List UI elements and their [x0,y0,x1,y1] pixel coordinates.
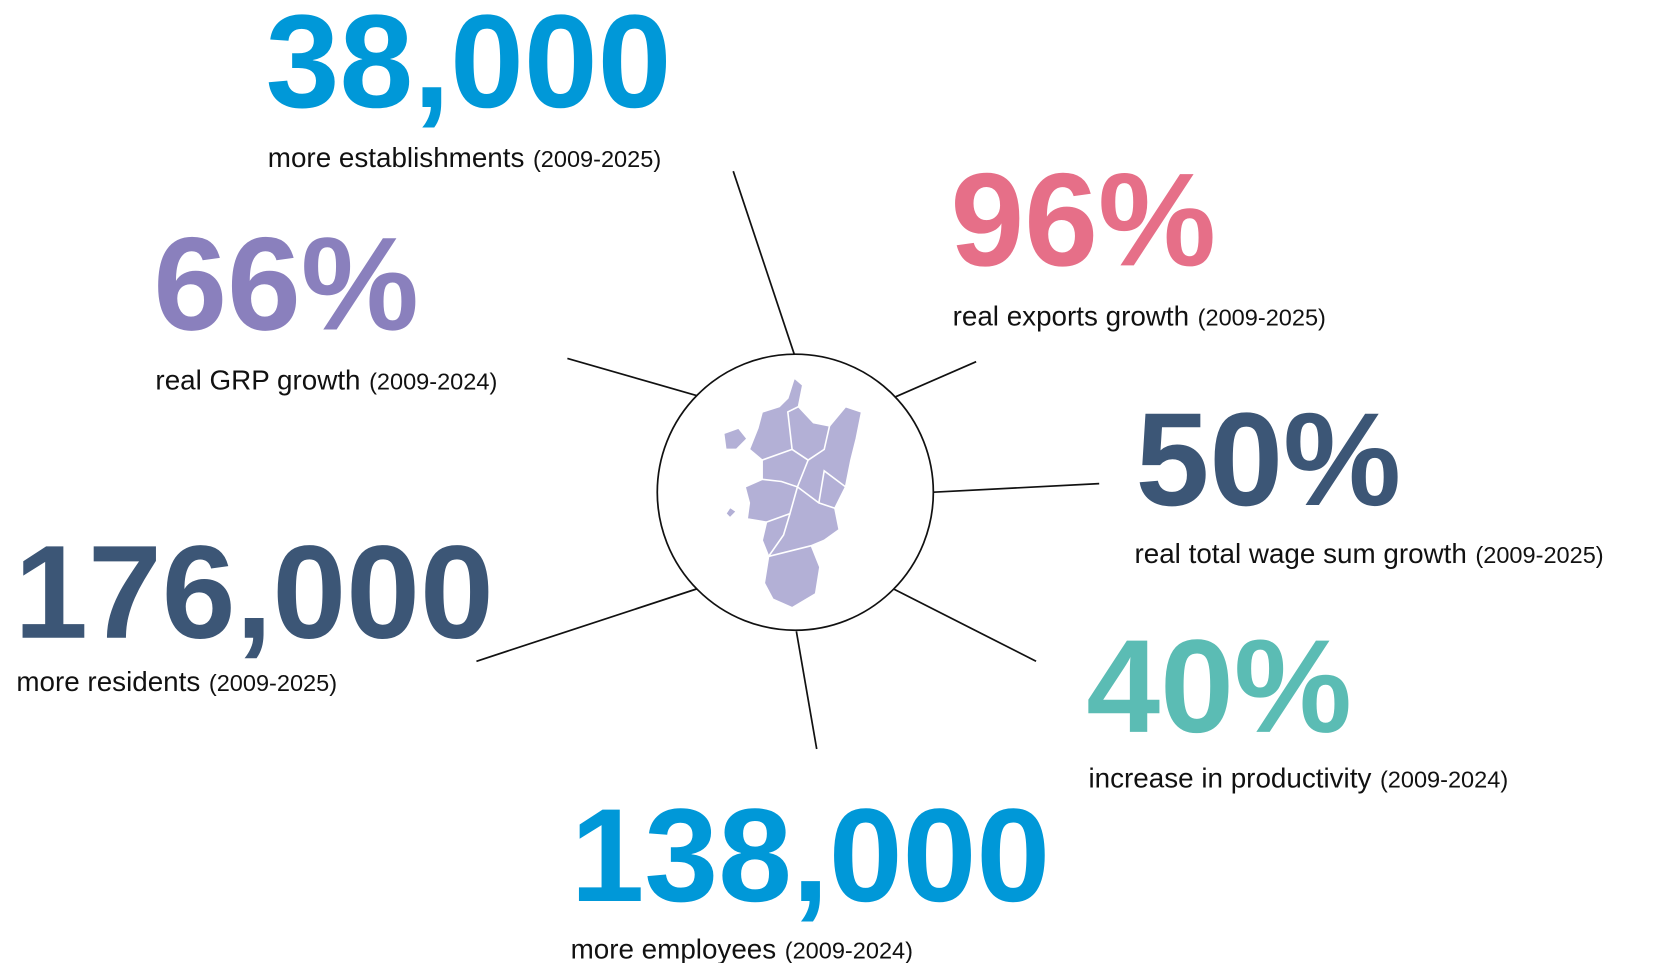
stat: 138,000 more employees (2009-2024) [571,782,1051,963]
stat-value: 96% [950,146,1216,294]
stat-period: (2009-2024) [785,938,913,963]
connector [476,587,699,663]
map-region [744,376,863,609]
stat: 96% real exports growth (2009-2025) [950,146,1325,331]
stat-caption: real exports growth (2009-2025) [953,300,1326,331]
stat-value: 38,000 [266,0,672,136]
connector [933,482,1100,494]
stat-value: 138,000 [571,782,1051,930]
stat-period: (2009-2024) [369,368,497,394]
stat-period: (2009-2025) [1198,304,1326,330]
stat-period: (2009-2025) [533,146,661,172]
map [722,376,863,609]
stat: 50% real total wage sum growth (2009-2025) [1134,386,1603,569]
stat-label: real exports growth [953,300,1190,331]
map-borders [761,405,847,558]
stat-value: 66% [153,211,419,359]
stat-label: real GRP growth [155,364,360,395]
stat: 66% real GRP growth (2009-2024) [153,211,497,396]
stat-value: 50% [1136,386,1402,534]
stat: 38,000 more establishments (2009-2025) [266,0,672,173]
connector [795,631,818,750]
stat-caption: more residents (2009-2025) [16,666,337,697]
stat-caption: more employees (2009-2024) [571,934,913,963]
stat-caption: increase in productivity (2009-2024) [1088,763,1508,794]
stat-period: (2009-2025) [209,670,337,696]
connector [732,170,796,355]
stat-caption: real total wage sum growth (2009-2025) [1134,538,1603,569]
stat-caption: real GRP growth (2009-2024) [155,364,497,395]
stat-label: increase in productivity [1088,763,1371,794]
stat-label: more employees [571,934,777,963]
stat-value: 176,000 [14,519,494,667]
stat-period: (2009-2025) [1475,542,1603,568]
map-island [722,427,749,451]
connector [892,360,977,399]
stat: 40%increase in productivity (2009-2024) [1086,613,1508,794]
stat-label: more residents [16,666,200,697]
stat-label: real total wage sum growth [1134,538,1466,569]
connector [567,357,699,397]
stat-period: (2009-2024) [1380,767,1508,793]
stat-label: more establishments [268,142,525,173]
stat-caption: more establishments (2009-2025) [268,142,661,173]
map-island [724,506,738,520]
connector [892,587,1037,663]
stat-value: 40% [1086,613,1352,761]
